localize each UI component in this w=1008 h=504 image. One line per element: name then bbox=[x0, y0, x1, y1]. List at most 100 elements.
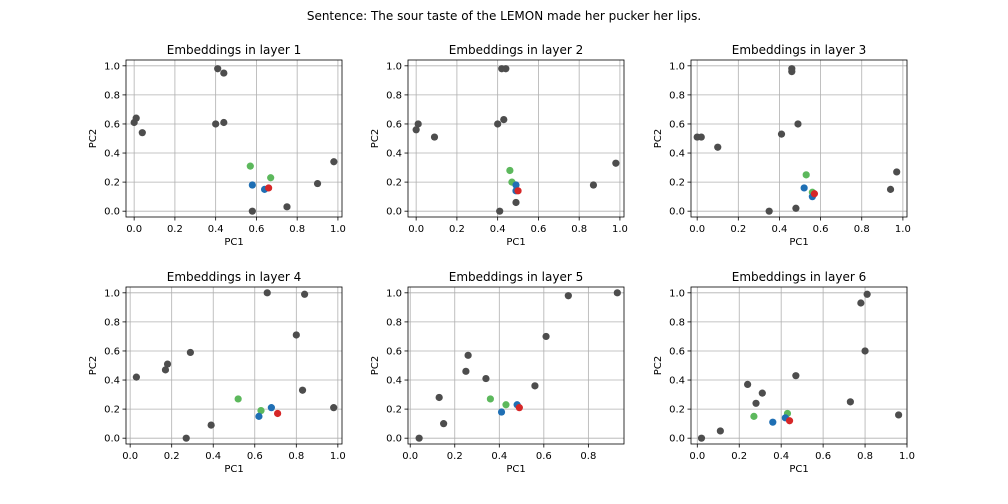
scatter-point-red bbox=[514, 187, 522, 195]
subplot-title: Embeddings in layer 2 bbox=[449, 43, 583, 57]
scatter-point-blue bbox=[769, 418, 777, 426]
scatter-point-other bbox=[794, 120, 802, 128]
scatter-point-blue bbox=[248, 181, 256, 189]
y-tick-label: 0.4 bbox=[669, 149, 685, 160]
x-axis-label: PC1 bbox=[506, 464, 525, 475]
subplot-title: Embeddings in layer 5 bbox=[449, 270, 583, 284]
x-tick-label: 0.0 bbox=[689, 224, 705, 235]
scatter-point-other bbox=[435, 393, 443, 402]
y-tick-label: 0.8 bbox=[386, 317, 402, 328]
scatter-point-other bbox=[589, 181, 598, 189]
scatter-point-other bbox=[440, 420, 448, 428]
scatter-point-other bbox=[758, 389, 766, 397]
scatter-point-other bbox=[220, 69, 228, 77]
scatter-point-other bbox=[863, 290, 871, 298]
scatter-point-other bbox=[462, 367, 470, 375]
scatter-point-other bbox=[697, 434, 706, 442]
subplot-grid: 0.0 0.2 0.4 0.6 0.8 1.0 0.0 0.2 0.4 0.6 0.8 1.0 Embe… bbox=[88, 43, 915, 475]
subplot-title: Embeddings in layer 1 bbox=[167, 43, 301, 57]
x-tick-label: 0.8 bbox=[857, 451, 873, 462]
y-tick-label: 0.2 bbox=[104, 405, 120, 416]
scatter-point-green bbox=[267, 174, 275, 182]
y-axis-label: PC2 bbox=[653, 129, 664, 148]
subplot-title: Embeddings in layer 6 bbox=[732, 270, 866, 284]
x-tick-label: 1.0 bbox=[330, 224, 346, 235]
x-axis-label: PC1 bbox=[224, 464, 243, 475]
scatter-point-red bbox=[265, 184, 273, 192]
axes-frame bbox=[690, 59, 908, 218]
y-tick-label: 0.2 bbox=[669, 178, 685, 189]
scatter-point-other bbox=[161, 366, 170, 374]
x-tick-label: 0.2 bbox=[164, 451, 180, 462]
scatter-point-other bbox=[138, 129, 146, 137]
scatter-point-other bbox=[886, 185, 895, 193]
x-tick-label: 0.6 bbox=[530, 224, 546, 235]
x-tick-label: 0.8 bbox=[289, 224, 305, 235]
y-axis-label: PC2 bbox=[370, 356, 381, 375]
y-tick-label: 0.0 bbox=[386, 434, 402, 445]
y-tick-label: 1.0 bbox=[669, 61, 685, 72]
scatter-point-other bbox=[502, 65, 510, 73]
scatter-point-red bbox=[515, 404, 523, 412]
scatter-point-green bbox=[506, 166, 514, 175]
scatter-point-other bbox=[292, 331, 300, 339]
axes-frame bbox=[125, 286, 343, 445]
scatter-point-other bbox=[777, 130, 786, 138]
x-tick-label: 0.0 bbox=[408, 224, 424, 235]
scatter-point-other bbox=[765, 207, 773, 215]
scatter-point-other bbox=[716, 427, 724, 435]
scatter-point-other bbox=[542, 332, 550, 341]
y-tick-label: 1.0 bbox=[104, 288, 120, 299]
scatter-point-other bbox=[792, 372, 800, 380]
scatter-point-green bbox=[257, 406, 265, 415]
y-tick-label: 0.2 bbox=[386, 405, 402, 416]
figure-suptitle: Sentence: The sour taste of the LEMON ma… bbox=[307, 9, 701, 23]
x-tick-label: 0.4 bbox=[772, 224, 788, 235]
scatter-point-green bbox=[750, 412, 758, 420]
scatter-point-other bbox=[163, 360, 172, 368]
scatter-point-other bbox=[263, 289, 271, 297]
scatter-point-blue bbox=[255, 412, 263, 420]
x-tick-label: 0.4 bbox=[205, 451, 221, 462]
y-tick-label: 0.6 bbox=[669, 346, 685, 357]
y-tick-label: 0.6 bbox=[386, 346, 402, 357]
x-tick-label: 0.0 bbox=[122, 451, 138, 462]
y-tick-label: 0.6 bbox=[104, 346, 120, 357]
scatter-point-other bbox=[494, 120, 502, 128]
x-tick-label: 0.0 bbox=[689, 451, 705, 462]
y-tick-label: 0.6 bbox=[669, 119, 685, 130]
scatter-point-other bbox=[857, 299, 865, 307]
scatter-point-other bbox=[212, 120, 220, 128]
scatter-point-other bbox=[430, 133, 439, 141]
y-tick-label: 0.0 bbox=[386, 207, 402, 218]
scatter-point-red bbox=[785, 417, 794, 425]
scatter-point-other bbox=[482, 374, 490, 383]
x-tick-label: 0.4 bbox=[773, 451, 789, 462]
x-tick-label: 0.2 bbox=[167, 224, 183, 235]
axes-frame bbox=[407, 59, 625, 218]
scatter-point-other bbox=[186, 348, 194, 357]
y-axis-label: PC2 bbox=[653, 356, 664, 375]
subplot-3: 0.0 0.2 0.4 0.6 0.8 1.0 0.0 0.2 0.4 0.6 0.8 1.0 Embe… bbox=[653, 43, 911, 248]
y-axis-label: PC2 bbox=[88, 356, 99, 375]
x-tick-label: 0.8 bbox=[580, 451, 596, 462]
x-tick-label: 0.2 bbox=[731, 451, 747, 462]
scatter-point-other bbox=[248, 207, 256, 215]
scatter-point-other bbox=[792, 204, 800, 212]
y-tick-label: 0.6 bbox=[386, 119, 402, 130]
x-tick-label: 0.2 bbox=[449, 224, 465, 235]
scatter-point-other bbox=[893, 168, 901, 176]
scatter-point-other bbox=[301, 290, 309, 298]
y-tick-label: 0.4 bbox=[386, 376, 402, 387]
scatter-point-other bbox=[612, 159, 620, 167]
x-tick-label: 0.0 bbox=[402, 451, 418, 462]
scatter-point-blue bbox=[512, 181, 520, 189]
scatter-point-other bbox=[132, 114, 140, 122]
scatter-point-other bbox=[330, 404, 338, 412]
x-tick-label: 0.8 bbox=[288, 451, 304, 462]
scatter-point-other bbox=[496, 207, 504, 215]
y-tick-label: 0.8 bbox=[669, 317, 685, 328]
scatter-point-other bbox=[132, 373, 140, 381]
y-tick-label: 1.0 bbox=[104, 61, 120, 72]
y-tick-label: 0.4 bbox=[104, 149, 120, 160]
